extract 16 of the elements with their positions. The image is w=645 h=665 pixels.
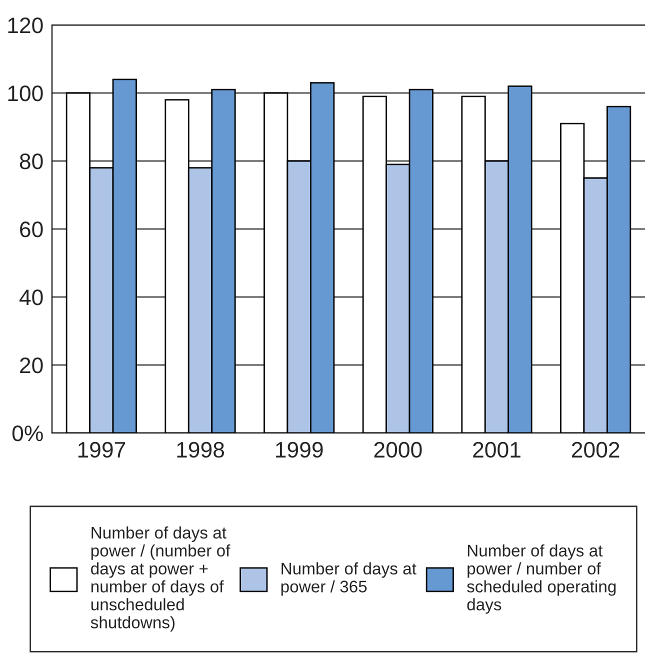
x-tick-label: 1997 [78,442,126,458]
y-tick-label: 40 [19,290,43,306]
y-tick-label: 0% [12,426,43,442]
legend-label: Number of days at power / (number of days at power + number of days of unscheduled shutdowns) [90,526,230,632]
y-tick-label: 20 [20,358,43,374]
y-tick-label: 80 [20,154,43,170]
legend-label: Number of days at power / number of scheduled operating days [467,544,616,614]
y-tick-label: 60 [20,222,43,238]
x-tick-label: 1998 [177,442,224,458]
y-tick-label: 100 [8,86,43,102]
x-tick-label: 2001 [473,442,520,458]
legend-label: Number of days at power / 365 [281,562,416,596]
x-tick-label: 2002 [572,442,620,458]
x-tick-label: 1999 [276,442,323,458]
x-tick-label: 2000 [374,442,422,458]
y-tick-label: 120 [8,18,43,34]
